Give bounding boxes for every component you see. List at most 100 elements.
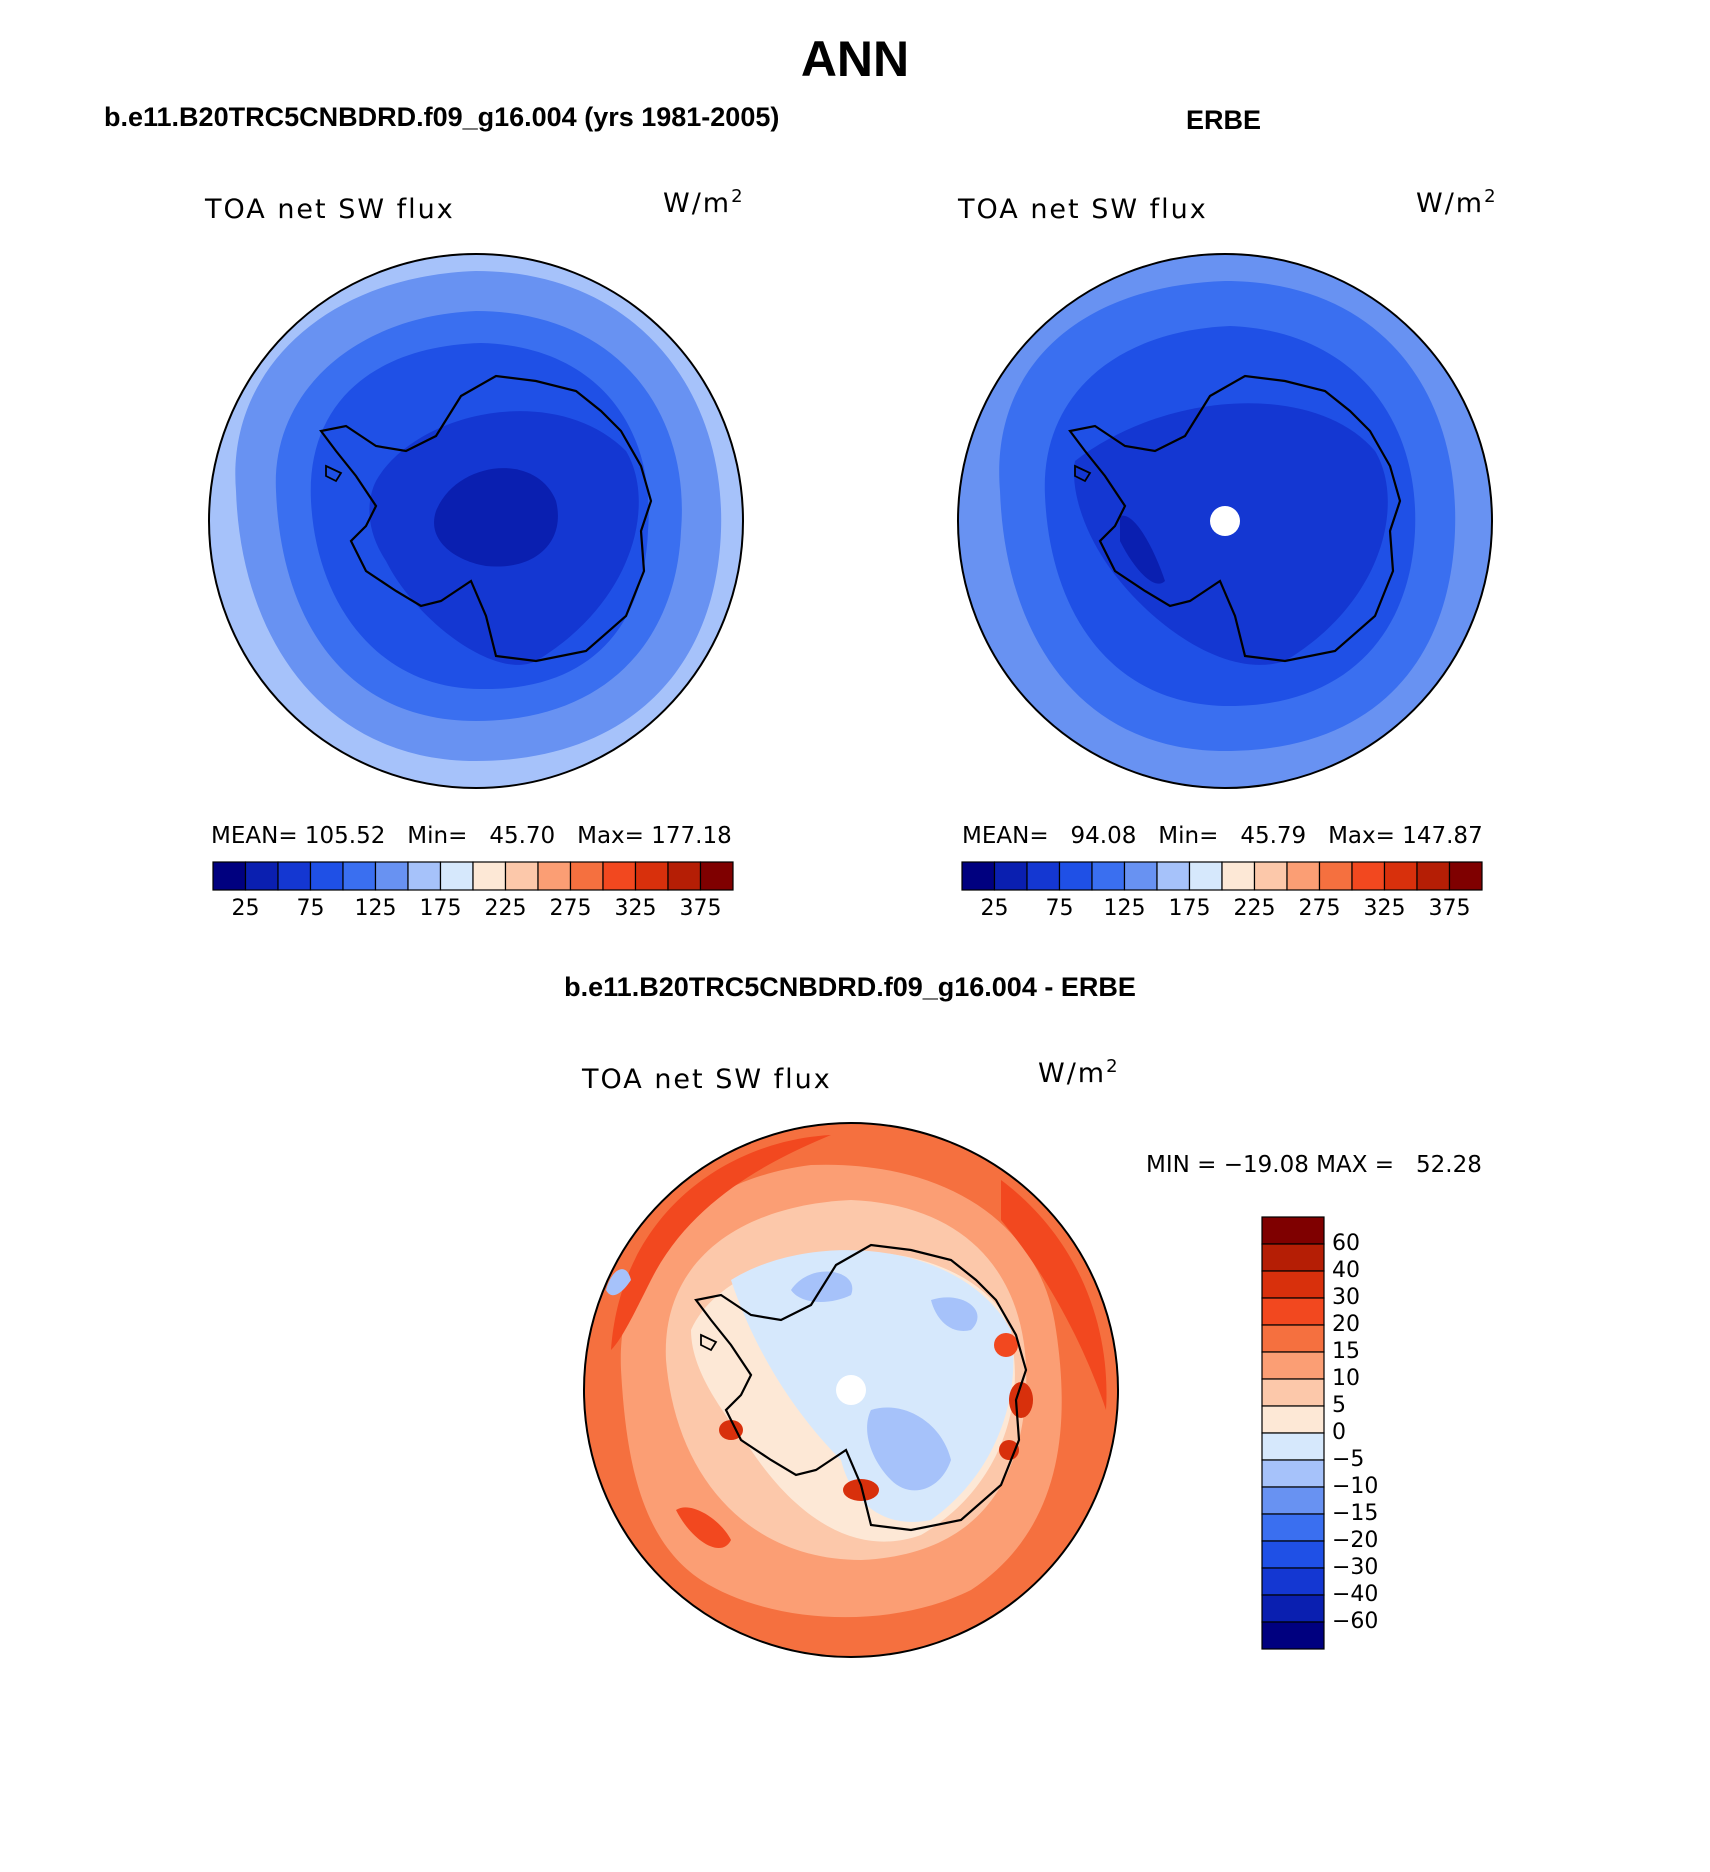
obs-colorbar-swatch xyxy=(1253,861,1288,891)
diff-colorbar-swatch xyxy=(1261,1243,1325,1272)
obs-pole-hole xyxy=(1210,506,1240,536)
diff-colorbar-tick-label: −40 xyxy=(1332,1582,1379,1607)
obs-colorbar xyxy=(961,861,1483,891)
diff-colorbar-tick-label: 20 xyxy=(1332,1312,1360,1337)
obs-colorbar-swatch xyxy=(1156,861,1191,891)
diff-colorbar-tick-label: 5 xyxy=(1332,1393,1346,1418)
obs-colorbar-swatch xyxy=(1123,861,1158,891)
model-colorbar-swatch xyxy=(342,861,377,891)
diff-pole-hole xyxy=(836,1375,866,1405)
diff-stats: MIN = −19.08 MAX = 52.28 xyxy=(1146,1152,1482,1178)
model-colorbar-swatch xyxy=(212,861,247,891)
obs-colorbar-tick-label: 75 xyxy=(1045,896,1074,921)
obs-colorbar-swatch xyxy=(1448,861,1483,891)
obs-polar-map xyxy=(957,253,1493,789)
diff-panel-title: b.e11.B20TRC5CNBDRD.f09_g16.004 - ERBE xyxy=(564,972,1136,1002)
model-colorbar-swatch xyxy=(374,861,409,891)
model-colorbar-swatch xyxy=(309,861,344,891)
obs-colorbar-tick-label: 325 xyxy=(1363,896,1406,921)
diff-colorbar-tick-label: 60 xyxy=(1332,1231,1360,1256)
model-colorbar-swatch xyxy=(569,861,604,891)
model-colorbar-swatch xyxy=(634,861,669,891)
model-colorbar-tick-label: 375 xyxy=(679,896,722,921)
model-colorbar-swatch xyxy=(504,861,539,891)
obs-colorbar-tick-label: 125 xyxy=(1103,896,1146,921)
diff-colorbar-swatch xyxy=(1261,1405,1325,1434)
model-colorbar-tick-label: 275 xyxy=(549,896,592,921)
diff-colorbar-swatch xyxy=(1261,1432,1325,1461)
diff-colorbar-ticks: 60 40 30 20 15 10 5 0 −5 −10 −15 −20 −30 −40 −60 xyxy=(1332,1217,1432,1649)
obs-colorbar-tick-label: 275 xyxy=(1298,896,1341,921)
model-colorbar-ticks: 25 75 125 175 225 275 325 375 xyxy=(213,896,733,926)
obs-colorbar-swatch xyxy=(1058,861,1093,891)
model-colorbar-tick-label: 325 xyxy=(614,896,657,921)
diff-colorbar-tick-label: −60 xyxy=(1332,1609,1379,1634)
model-colorbar-tick-label: 125 xyxy=(354,896,397,921)
diff-colorbar-tick-label: 0 xyxy=(1332,1420,1346,1445)
obs-colorbar-swatch xyxy=(1416,861,1451,891)
obs-variable-label: TOA net SW flux xyxy=(958,194,1208,225)
diff-colorbar-swatch xyxy=(1261,1270,1325,1299)
model-antarctica-coastline xyxy=(319,374,653,663)
model-colorbar-tick-label: 75 xyxy=(296,896,325,921)
diff-colorbar-tick-label: 15 xyxy=(1332,1339,1360,1364)
obs-colorbar-swatch xyxy=(1188,861,1223,891)
model-colorbar-swatch xyxy=(277,861,312,891)
diff-units: W/m2 xyxy=(1038,1056,1120,1089)
diff-colorbar-swatch xyxy=(1261,1594,1325,1623)
diff-colorbar-swatch xyxy=(1261,1378,1325,1407)
obs-colorbar-swatch xyxy=(1091,861,1126,891)
diff-colorbar-tick-label: −15 xyxy=(1332,1501,1379,1526)
obs-colorbar-swatch xyxy=(1026,861,1061,891)
obs-colorbar-tick-label: 25 xyxy=(980,896,1009,921)
diff-colorbar-swatch xyxy=(1261,1486,1325,1515)
model-panel-title: b.e11.B20TRC5CNBDRD.f09_g16.004 (yrs 198… xyxy=(104,102,780,132)
model-colorbar-swatch xyxy=(439,861,474,891)
obs-colorbar-swatch xyxy=(993,861,1028,891)
model-colorbar-tick-label: 25 xyxy=(231,896,260,921)
diff-colorbar-tick-label: 40 xyxy=(1332,1258,1360,1283)
model-colorbar xyxy=(212,861,734,891)
model-colorbar-swatch xyxy=(699,861,734,891)
diff-colorbar-swatch xyxy=(1261,1459,1325,1488)
obs-colorbar-swatch xyxy=(1383,861,1418,891)
obs-antarctica-coastline xyxy=(1068,374,1402,663)
diff-colorbar-tick-label: −10 xyxy=(1332,1474,1379,1499)
diff-antarctica-coastline xyxy=(694,1243,1028,1532)
model-colorbar-swatch xyxy=(472,861,507,891)
obs-colorbar-swatch xyxy=(1351,861,1386,891)
figure-title: ANN xyxy=(800,31,910,87)
model-colorbar-swatch xyxy=(244,861,279,891)
model-units: W/m2 xyxy=(663,186,745,219)
obs-panel-title: ERBE xyxy=(1186,105,1262,135)
diff-colorbar-tick-label: 30 xyxy=(1332,1285,1360,1310)
obs-units: W/m2 xyxy=(1416,186,1498,219)
diff-colorbar-tick-label: −5 xyxy=(1332,1447,1365,1472)
obs-stats: MEAN= 94.08 Min= 45.79 Max= 147.87 xyxy=(962,823,1483,849)
diff-colorbar-swatch xyxy=(1261,1216,1325,1245)
obs-colorbar-swatch xyxy=(1221,861,1256,891)
diff-colorbar-swatch xyxy=(1261,1567,1325,1596)
diff-colorbar-tick-label: −30 xyxy=(1332,1555,1379,1580)
diff-variable-label: TOA net SW flux xyxy=(582,1064,832,1095)
obs-colorbar-ticks: 25 75 125 175 225 275 325 375 xyxy=(962,896,1482,926)
diff-colorbar-swatch xyxy=(1261,1540,1325,1569)
obs-colorbar-swatch xyxy=(961,861,996,891)
obs-colorbar-tick-label: 375 xyxy=(1428,896,1471,921)
diff-colorbar-swatch xyxy=(1261,1324,1325,1353)
diff-colorbar-tick-label: −20 xyxy=(1332,1528,1379,1553)
diff-colorbar-swatch xyxy=(1261,1297,1325,1326)
model-variable-label: TOA net SW flux xyxy=(205,194,455,225)
model-colorbar-tick-label: 225 xyxy=(484,896,527,921)
diff-polar-map xyxy=(583,1122,1119,1658)
diff-colorbar-swatch xyxy=(1261,1621,1325,1650)
diff-colorbar-tick-label: 10 xyxy=(1332,1366,1360,1391)
model-colorbar-swatch xyxy=(602,861,637,891)
model-colorbar-tick-label: 175 xyxy=(419,896,462,921)
diff-colorbar-swatch xyxy=(1261,1513,1325,1542)
diff-colorbar-swatch xyxy=(1261,1351,1325,1380)
obs-colorbar-tick-label: 225 xyxy=(1233,896,1276,921)
obs-colorbar-swatch xyxy=(1286,861,1321,891)
model-stats: MEAN= 105.52 Min= 45.70 Max= 177.18 xyxy=(211,823,732,849)
model-colorbar-swatch xyxy=(667,861,702,891)
